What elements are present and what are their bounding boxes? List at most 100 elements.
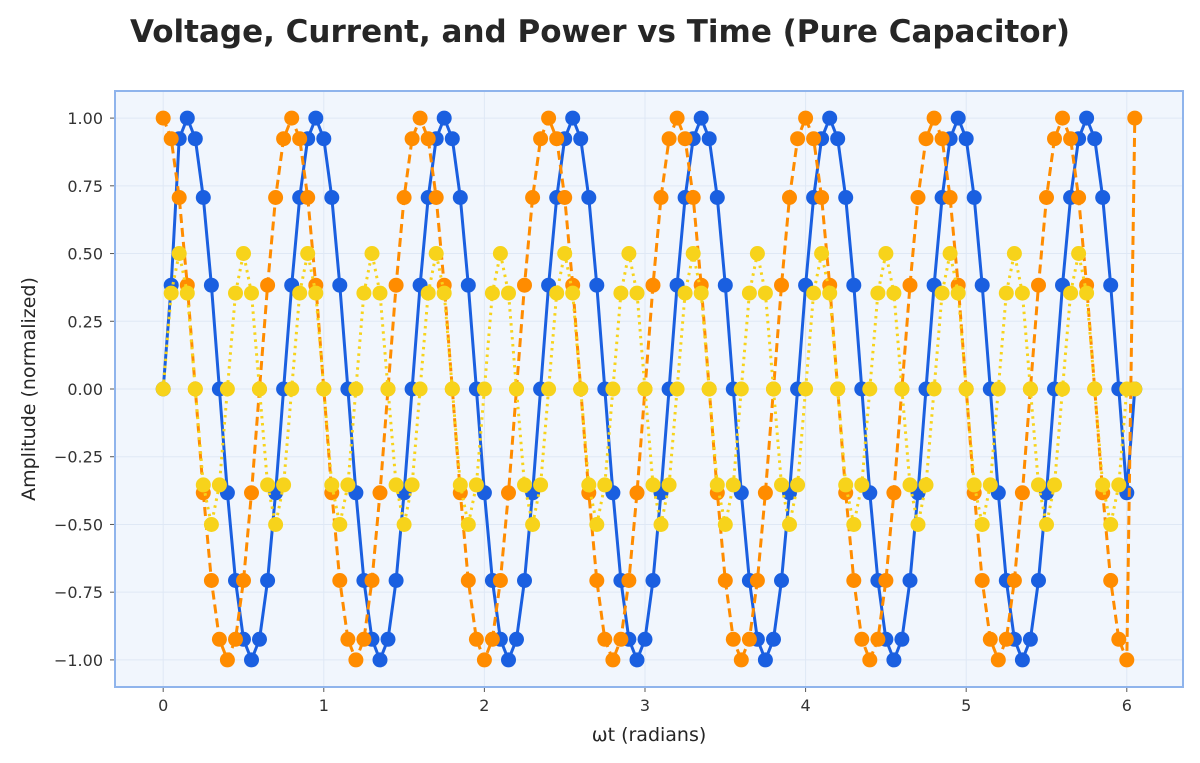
series-2-point xyxy=(1111,631,1127,647)
series-3-point xyxy=(589,517,605,532)
series-2-point xyxy=(364,573,380,588)
series-2-point xyxy=(902,277,918,293)
series-2-point xyxy=(1127,110,1143,126)
series-1-point xyxy=(645,573,661,588)
series-1-point xyxy=(822,110,838,126)
series-3-point xyxy=(1055,381,1070,397)
series-3-point xyxy=(228,285,243,301)
series-3-point xyxy=(974,517,990,532)
series-3-point xyxy=(260,477,276,493)
series-3-point xyxy=(886,285,902,301)
series-3-point xyxy=(709,477,725,493)
series-3-point xyxy=(1079,285,1095,301)
x-tick-label: 0 xyxy=(158,696,168,715)
series-3-point xyxy=(1127,381,1143,397)
series-3-point xyxy=(645,477,661,493)
series-3-point xyxy=(1022,381,1038,397)
series-3-point xyxy=(244,285,259,301)
series-2-point xyxy=(854,631,870,647)
series-1-point xyxy=(774,573,789,588)
series-1-point xyxy=(1103,277,1119,293)
series-2-point xyxy=(589,573,605,588)
series-3-point xyxy=(717,517,733,532)
series-2-point xyxy=(244,485,259,501)
series-3-point xyxy=(195,477,211,493)
series-2-point xyxy=(613,631,629,647)
series-1-point xyxy=(573,131,589,147)
series-3-point xyxy=(661,477,677,493)
series-3-point xyxy=(179,285,195,301)
plot-border xyxy=(114,90,1184,688)
series-1-point xyxy=(1031,573,1046,588)
series-3-point xyxy=(806,285,822,301)
series-2-point xyxy=(926,110,942,126)
series-2-point xyxy=(332,573,348,588)
series-2-point xyxy=(1031,277,1046,293)
series-2-point xyxy=(846,573,862,588)
series-2-point xyxy=(356,631,372,647)
chart-title: Voltage, Current, and Power vs Time (Pur… xyxy=(129,14,1071,50)
x-tick-label: 5 xyxy=(961,696,971,715)
series-2-point xyxy=(597,631,613,647)
series-3-point xyxy=(701,381,717,397)
series-3-point xyxy=(1095,477,1111,493)
series-2-point xyxy=(348,652,364,668)
series-2-point xyxy=(517,277,532,293)
series-3-point xyxy=(942,246,958,261)
series-3-point xyxy=(468,477,484,493)
y-axis-label: Amplitude (normalized) xyxy=(18,277,40,501)
series-2-point xyxy=(300,190,316,205)
series-2-point xyxy=(501,485,516,501)
series-3-point xyxy=(211,477,227,493)
series-1-point xyxy=(316,131,332,147)
series-3-point xyxy=(308,285,324,301)
series-3-point xyxy=(332,517,348,532)
series-3-point xyxy=(902,477,918,493)
series-1-point xyxy=(629,652,645,668)
series-2-point xyxy=(228,631,243,647)
series-2-point xyxy=(396,190,412,205)
series-2-point xyxy=(942,190,958,205)
series-2-point xyxy=(460,573,476,588)
series-1-point xyxy=(252,631,267,647)
series-1-point xyxy=(260,573,276,588)
series-3-point xyxy=(966,477,982,493)
series-1-point xyxy=(1022,631,1038,647)
series-3-point xyxy=(509,381,524,397)
series-3-point xyxy=(982,477,998,493)
series-2-point xyxy=(1063,131,1079,147)
series-2-point xyxy=(733,652,749,668)
series-1-point xyxy=(380,631,396,647)
series-1-point xyxy=(388,573,404,588)
series-1-point xyxy=(757,652,773,668)
y-tick-label: 0.75 xyxy=(67,177,103,196)
y-tick-label: 0.00 xyxy=(67,380,103,399)
series-1-point xyxy=(830,131,846,147)
series-1-point xyxy=(966,190,982,205)
series-3-point xyxy=(870,285,886,301)
series-3-point xyxy=(476,381,492,397)
series-3-point xyxy=(444,381,460,397)
series-1-point xyxy=(886,652,902,668)
series-2-point xyxy=(621,573,637,588)
series-2-point xyxy=(757,485,773,501)
series-1-point xyxy=(717,277,733,293)
series-2-point xyxy=(685,190,701,205)
y-tick-label: −1.00 xyxy=(54,651,103,670)
series-3-point xyxy=(629,285,645,301)
y-tick-label: 0.50 xyxy=(67,245,103,264)
x-tick-label: 3 xyxy=(640,696,650,715)
series-3-point xyxy=(372,285,388,301)
series-1-point xyxy=(974,277,990,293)
series-2-point xyxy=(629,485,645,501)
series-3-point xyxy=(364,246,380,261)
series-2-point xyxy=(645,277,661,293)
series-2-point xyxy=(388,277,404,293)
series-3-point xyxy=(918,477,934,493)
series-1-point xyxy=(501,652,516,668)
series-2-point xyxy=(910,190,926,205)
series-1-point xyxy=(244,652,259,668)
series-2-point xyxy=(774,277,789,293)
series-3-point xyxy=(541,381,557,397)
series-2-point xyxy=(990,652,1006,668)
